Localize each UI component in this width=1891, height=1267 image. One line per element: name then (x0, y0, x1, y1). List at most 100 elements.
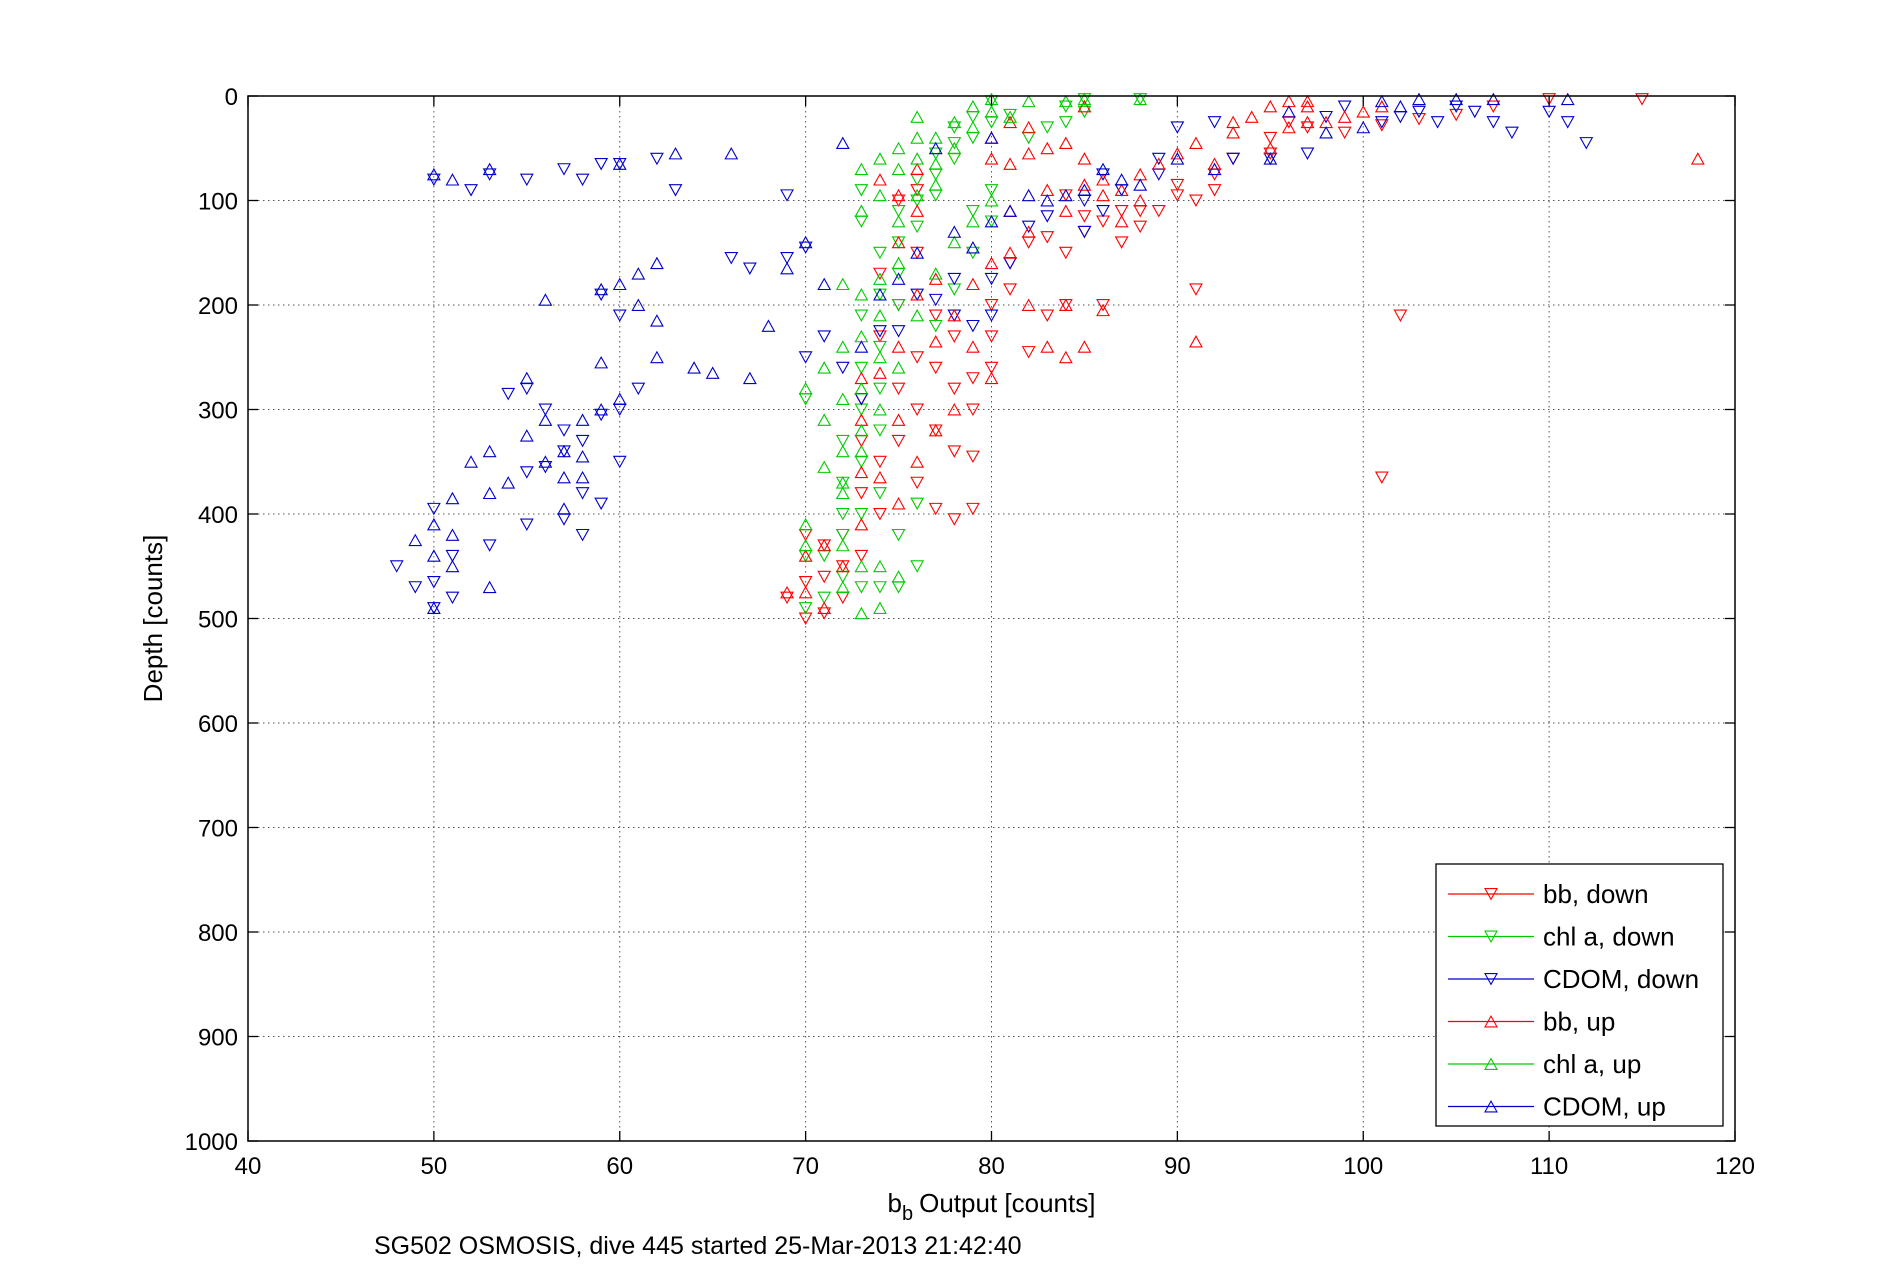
x-tick-label: 100 (1343, 1153, 1383, 1180)
legend-label-chl-a-up: chl a, up (1543, 1049, 1641, 1079)
data-point-bb-down (1542, 93, 1557, 106)
data-point-chl-a-up (1058, 94, 1073, 108)
data-point-cdom-up (482, 444, 497, 458)
data-point-bb-down (1058, 246, 1073, 260)
data-point-bb-down (1393, 309, 1408, 322)
data-point-chl-a-up (835, 476, 850, 489)
data-point-bb-down (1449, 108, 1464, 122)
data-point-cdom-down (1486, 116, 1501, 129)
x-tick-label: 50 (421, 1153, 448, 1180)
data-point-bb-down (947, 445, 962, 458)
data-point-chl-a-up (984, 193, 999, 207)
data-point-cdom-up (1560, 92, 1575, 106)
data-point-cdom-down (984, 272, 999, 286)
data-point-cdom-up (594, 402, 609, 416)
data-point-bb-up (873, 366, 887, 379)
data-point-chl-a-up (947, 115, 962, 129)
data-point-bb-up (1189, 136, 1203, 149)
data-point-cdom-up (1263, 152, 1278, 165)
data-point-bb-down (928, 502, 943, 516)
data-point-cdom-down (445, 591, 460, 605)
data-point-cdom-up (482, 580, 497, 594)
data-point-bb-down (984, 330, 999, 343)
data-point-cdom-up (426, 601, 441, 614)
data-point-cdom-up (854, 340, 869, 353)
data-point-chl-a-down (910, 497, 925, 511)
data-point-cdom-down (575, 434, 590, 448)
data-point-bb-up (1263, 99, 1278, 113)
data-point-bb-down (1207, 184, 1222, 197)
x-tick-label: 110 (1530, 1153, 1568, 1180)
data-point-cdom-up (1374, 94, 1389, 108)
data-point-chl-a-up (910, 308, 925, 322)
data-point-bb-up (817, 538, 832, 552)
data-point-bb-up (1226, 115, 1241, 129)
data-point-chl-a-down (1040, 121, 1055, 134)
data-point-bb-up (798, 549, 813, 562)
data-point-chl-a-up (798, 517, 813, 531)
legend-label-chl-a-down: chl a, down (1543, 922, 1675, 952)
data-point-bb-down (1412, 113, 1426, 126)
axis-ticks (247, 95, 1736, 1142)
data-point-chl-a-up (835, 444, 850, 458)
data-point-chl-a-down (798, 602, 813, 615)
x-tick-label: 70 (792, 1153, 819, 1180)
data-point-cdom-down (947, 272, 962, 286)
data-point-bb-up (928, 335, 943, 348)
data-point-cdom-up (780, 261, 794, 275)
data-point-cdom-up (482, 162, 497, 176)
data-point-cdom-down (668, 184, 683, 197)
data-point-chl-a-up (1021, 94, 1036, 108)
data-point-cdom-down (1021, 220, 1036, 234)
data-point-bb-down (891, 434, 906, 448)
data-point-cdom-down (445, 549, 460, 563)
data-point-chl-a-up (798, 382, 813, 395)
data-point-cdom-up (538, 293, 553, 306)
data-point-chl-a-up (873, 308, 887, 322)
x-axis-label-text: Output [counts] (919, 1188, 1095, 1218)
data-point-chl-a-up (947, 141, 962, 155)
data-point-bb-up (947, 402, 962, 416)
data-point-cdom-down (873, 325, 887, 338)
data-point-bb-up (854, 517, 869, 531)
data-point-cdom-up (519, 429, 534, 442)
data-point-cdom-down (408, 581, 423, 594)
data-point-bb-up (1077, 152, 1092, 165)
y-tick-label: 1000 (185, 1129, 238, 1156)
legend-box (1435, 863, 1724, 1127)
data-point-chl-a-down (1003, 108, 1018, 122)
data-point-bb-down (1635, 93, 1649, 106)
data-point-cdom-up (1133, 178, 1148, 191)
legend-marker-chl-a-up (1484, 1057, 1498, 1070)
data-point-cdom-up (1058, 188, 1073, 202)
data-point-chl-a-up (873, 601, 887, 614)
data-point-bb-down (854, 549, 869, 563)
data-point-chl-a-down (854, 581, 869, 594)
data-point-bb-up (1058, 298, 1073, 311)
data-point-cdom-down (575, 487, 590, 500)
data-point-chl-a-up (965, 120, 980, 134)
data-point-chl-a-down (854, 184, 869, 197)
data-point-cdom-down (426, 502, 441, 516)
data-point-cdom-up (668, 146, 683, 160)
data-point-cdom-up (687, 361, 702, 374)
data-point-bb-up (1170, 146, 1185, 160)
data-point-bb-up (873, 470, 887, 484)
data-point-bb-down (1170, 178, 1185, 192)
data-point-bb-up (891, 497, 906, 510)
data-point-bb-down (1486, 100, 1501, 113)
data-point-cdom-down (1151, 152, 1166, 166)
x-axis-label: bb Output [counts] (888, 1188, 1096, 1225)
data-point-bb-up (1207, 157, 1222, 170)
data-point-chl-a-up (891, 162, 906, 176)
data-point-bb-up (910, 288, 925, 301)
data-point-bb-down (947, 330, 962, 343)
data-point-cdom-down (575, 173, 590, 187)
data-point-chl-a-up (1077, 92, 1092, 106)
data-point-cdom-up (835, 136, 850, 149)
data-point-chl-a-up (854, 423, 869, 437)
x-tick-label: 40 (235, 1153, 262, 1180)
data-point-chl-a-up (835, 538, 850, 552)
data-point-cdom-down (928, 293, 943, 307)
